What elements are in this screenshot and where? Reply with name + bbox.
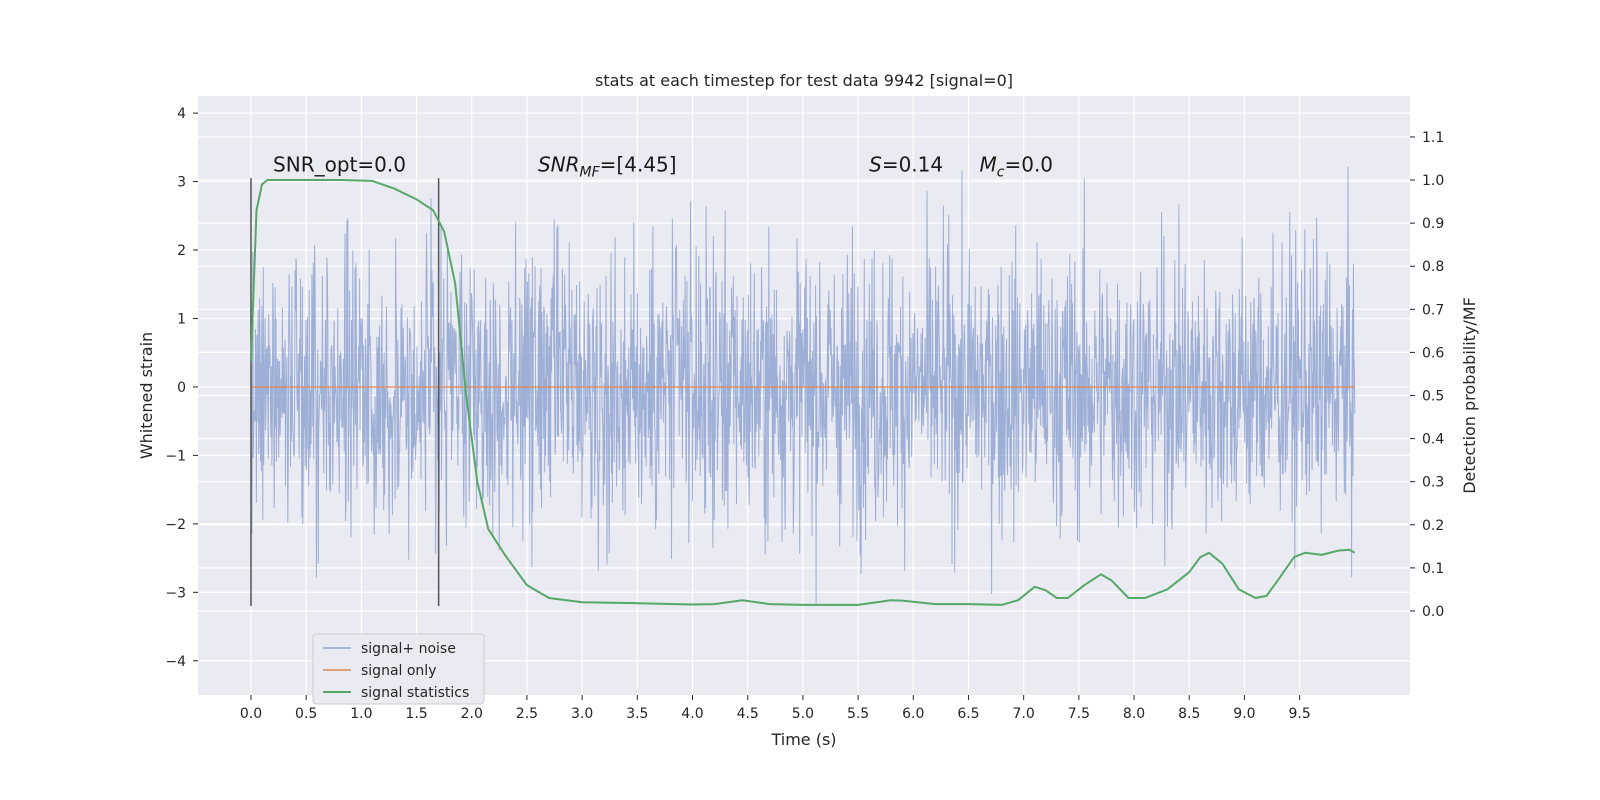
y-tick-label: 2 (177, 243, 186, 259)
x-tick-label: 6.5 (957, 706, 979, 722)
y2-tick-label: 0.8 (1422, 259, 1444, 275)
y-axis-label: Whitened strain (137, 332, 156, 459)
x-tick-label: 0.0 (240, 706, 262, 722)
legend-entry: signal+ noise (361, 641, 456, 657)
y-tick-label: −3 (165, 585, 186, 601)
y-tick-label: 0 (177, 380, 186, 396)
y2-tick-label: 0.7 (1422, 302, 1444, 318)
x-tick-label: 7.0 (1013, 706, 1035, 722)
legend-entry: signal only (361, 663, 436, 679)
x-tick-label: 2.5 (516, 706, 538, 722)
x-tick-label: 8.5 (1178, 706, 1200, 722)
x-axis: 0.0 0.5 1.0 1.5 2.0 2.5 3.0 3.5 4.0 4.5 5.0 5.5 6.0 6… (240, 695, 1311, 722)
x-tick-label: 4.0 (681, 706, 703, 722)
x-tick-label: 9.0 (1233, 706, 1255, 722)
x-tick-label: 5.5 (847, 706, 869, 722)
noise-series (250, 166, 1356, 604)
y-tick-label: −4 (165, 654, 186, 670)
grid (198, 96, 1410, 695)
y-tick-label: 1 (177, 311, 186, 327)
y2-tick-label: 0.2 (1422, 518, 1444, 534)
annotation: S=0.14 (869, 152, 943, 176)
x-tick-label: 1.0 (350, 706, 372, 722)
y2-tick-label: 1.0 (1422, 173, 1444, 189)
y-axis-right: 0.0 0.1 0.2 0.3 0.4 0.5 0.6 0.7 0.8 0.9 1.0 1.1 (1410, 130, 1444, 620)
y2-tick-label: 0.3 (1422, 475, 1444, 491)
y2-tick-label: 1.1 (1422, 130, 1444, 146)
legend-box (312, 633, 485, 705)
y2-tick-label: 0.4 (1422, 432, 1444, 448)
stats-series (250, 179, 1356, 606)
annotations: SNR_opt=0.0 SNRMF=[4.45] S=0.14 Mc=0.0 (273, 152, 1053, 180)
chart-title: stats at each timestep for test data 994… (595, 71, 1013, 90)
y-tick-label: 4 (177, 106, 186, 122)
x-tick-label: 7.5 (1068, 706, 1090, 722)
x-tick-label: 0.5 (295, 706, 317, 722)
x-axis-label: Time (s) (770, 730, 836, 749)
series-signal-statistics (250, 179, 1356, 606)
y2-tick-label: 0.6 (1422, 345, 1444, 361)
x-tick-label: 8.0 (1123, 706, 1145, 722)
y2-tick-label: 0.5 (1422, 389, 1444, 405)
y-tick-label: −1 (165, 448, 186, 464)
annotation: SNRMF=[4.45] (538, 152, 677, 180)
annotation: Mc=0.0 (980, 152, 1054, 180)
y2-tick-label: 0.0 (1422, 604, 1444, 620)
x-tick-label: 6.0 (902, 706, 924, 722)
x-tick-label: 9.5 (1288, 706, 1310, 722)
annotation: SNR_opt=0.0 (273, 152, 406, 176)
y2-tick-label: 0.9 (1422, 216, 1444, 232)
y-axis-left: −4 −3 −2 −1 0 1 2 3 4 (165, 106, 198, 670)
y2-tick-label: 0.1 (1422, 561, 1444, 577)
series-signal-noise (250, 166, 1356, 604)
y-tick-label: 3 (177, 175, 186, 191)
y2-axis-label: Detection probability/MF (1460, 297, 1479, 494)
x-tick-label: 2.0 (461, 706, 483, 722)
legend: signal+ noise signal only signal statistic… (312, 633, 485, 705)
legend-entry: signal statistics (361, 685, 469, 701)
x-tick-label: 1.5 (405, 706, 427, 722)
y-tick-label: −2 (165, 517, 186, 533)
x-tick-label: 4.5 (737, 706, 759, 722)
x-tick-label: 3.0 (571, 706, 593, 722)
x-tick-label: 5.0 (792, 706, 814, 722)
vertical-markers (250, 178, 440, 607)
x-tick-label: 3.5 (626, 706, 648, 722)
